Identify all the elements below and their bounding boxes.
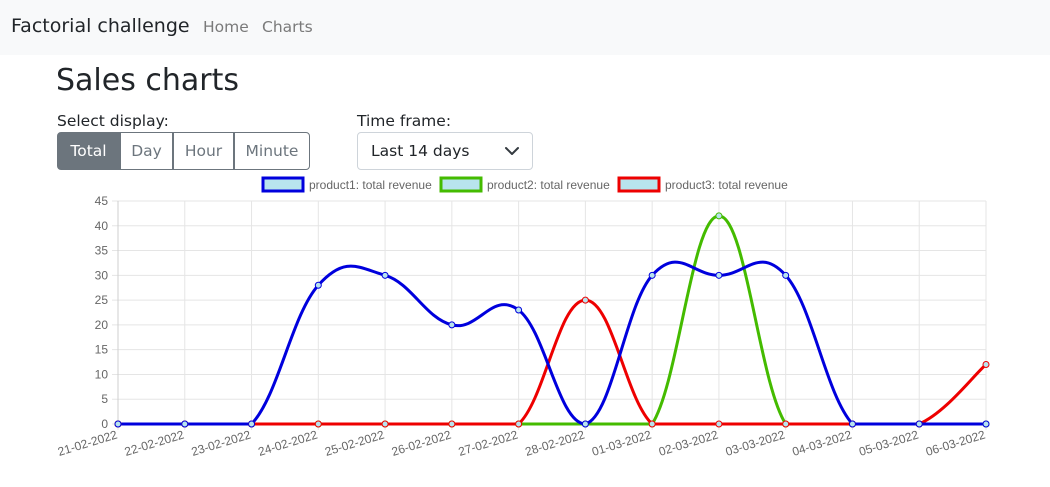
data-point-product1[interactable]	[515, 306, 523, 314]
data-point-product1[interactable]	[915, 420, 923, 428]
display-hour-button[interactable]: Hour	[173, 132, 234, 170]
display-minute-button[interactable]: Minute	[234, 132, 310, 170]
chart-grid	[112, 200, 987, 430]
data-point-product1[interactable]	[448, 321, 456, 329]
display-total-button[interactable]: Total	[57, 132, 120, 170]
nav-link-home[interactable]: Home	[203, 18, 249, 36]
navbar-brand[interactable]: Factorial challenge	[11, 15, 190, 37]
page-title: Sales charts	[56, 63, 240, 98]
y-tick-label: 45	[95, 194, 109, 208]
data-point-product1[interactable]	[381, 271, 389, 279]
x-tick-label: 22-02-2022	[123, 427, 186, 458]
chart-legend: product1: total revenue product2: total r…	[261, 176, 788, 193]
legend-swatch-product3[interactable]	[617, 176, 661, 193]
data-point-product1[interactable]	[248, 420, 256, 428]
x-tick-label: 05-03-2022	[857, 427, 920, 458]
data-point-product1[interactable]	[114, 420, 122, 428]
navbar: Factorial challenge Home Charts	[0, 0, 1050, 55]
x-axis-ticks: 21-02-2022 22-02-2022 23-02-2022 24-02-2022…	[56, 427, 987, 458]
data-point-product3[interactable]	[515, 420, 523, 428]
x-tick-label: 21-02-2022	[56, 427, 119, 458]
data-point-product3[interactable]	[314, 420, 322, 428]
x-tick-label: 04-03-2022	[791, 427, 854, 458]
data-point-product2[interactable]	[715, 212, 723, 220]
series-line-product3	[118, 298, 988, 426]
legend-label-product1[interactable]: product1: total revenue	[309, 178, 432, 192]
data-point-product3[interactable]	[715, 420, 723, 428]
timeframe-label: Time frame:	[357, 112, 452, 130]
series-line-product2	[118, 214, 986, 426]
y-tick-label: 35	[95, 244, 109, 258]
data-point-product3[interactable]	[782, 420, 790, 428]
y-tick-label: 0	[101, 417, 108, 431]
data-point-product3[interactable]	[581, 296, 589, 304]
data-point-product3[interactable]	[381, 420, 389, 428]
data-point-product1[interactable]	[848, 420, 856, 428]
y-tick-label: 25	[95, 293, 109, 307]
data-point-product1[interactable]	[314, 281, 322, 289]
data-point-product1[interactable]	[581, 420, 589, 428]
x-tick-label: 27-02-2022	[457, 427, 520, 458]
legend-swatch-product2[interactable]	[439, 176, 483, 193]
data-point-product1[interactable]	[181, 420, 189, 428]
y-axis-ticks: 0 5 10 15 20 25 30 35 40 45	[95, 194, 109, 431]
legend-swatch-product1[interactable]	[261, 176, 305, 193]
display-label: Select display:	[57, 112, 169, 130]
x-tick-label: 02-03-2022	[657, 427, 720, 458]
x-tick-label: 26-02-2022	[390, 427, 453, 458]
x-tick-label: 06-03-2022	[924, 427, 987, 458]
timeframe-selected-value: Last 14 days	[371, 142, 470, 160]
data-point-product3[interactable]	[448, 420, 456, 428]
series-line-product1	[118, 260, 986, 426]
data-point-product1[interactable]	[982, 420, 990, 428]
timeframe-select[interactable]: Last 14 days	[357, 132, 533, 170]
x-tick-label: 01-03-2022	[590, 427, 653, 458]
y-tick-label: 15	[95, 343, 109, 357]
data-point-product1[interactable]	[715, 271, 723, 279]
y-tick-label: 5	[101, 392, 108, 406]
data-point-product3[interactable]	[982, 361, 990, 369]
legend-label-product3[interactable]: product3: total revenue	[665, 178, 788, 192]
y-tick-label: 30	[95, 268, 109, 282]
data-point-product1[interactable]	[782, 271, 790, 279]
x-tick-label: 28-02-2022	[523, 427, 586, 458]
y-tick-label: 10	[95, 367, 109, 381]
chevron-down-icon	[505, 147, 519, 155]
y-tick-label: 20	[95, 318, 109, 332]
x-tick-label: 25-02-2022	[323, 427, 386, 458]
chart-series	[114, 212, 990, 428]
x-tick-label: 24-02-2022	[256, 427, 319, 458]
nav-link-charts[interactable]: Charts	[262, 18, 313, 36]
display-day-button[interactable]: Day	[120, 132, 173, 170]
x-tick-label: 03-03-2022	[724, 427, 787, 458]
y-tick-label: 40	[95, 219, 109, 233]
data-point-product3[interactable]	[648, 420, 656, 428]
data-point-product1[interactable]	[648, 271, 656, 279]
legend-label-product2[interactable]: product2: total revenue	[487, 178, 610, 192]
x-tick-label: 23-02-2022	[190, 427, 253, 458]
